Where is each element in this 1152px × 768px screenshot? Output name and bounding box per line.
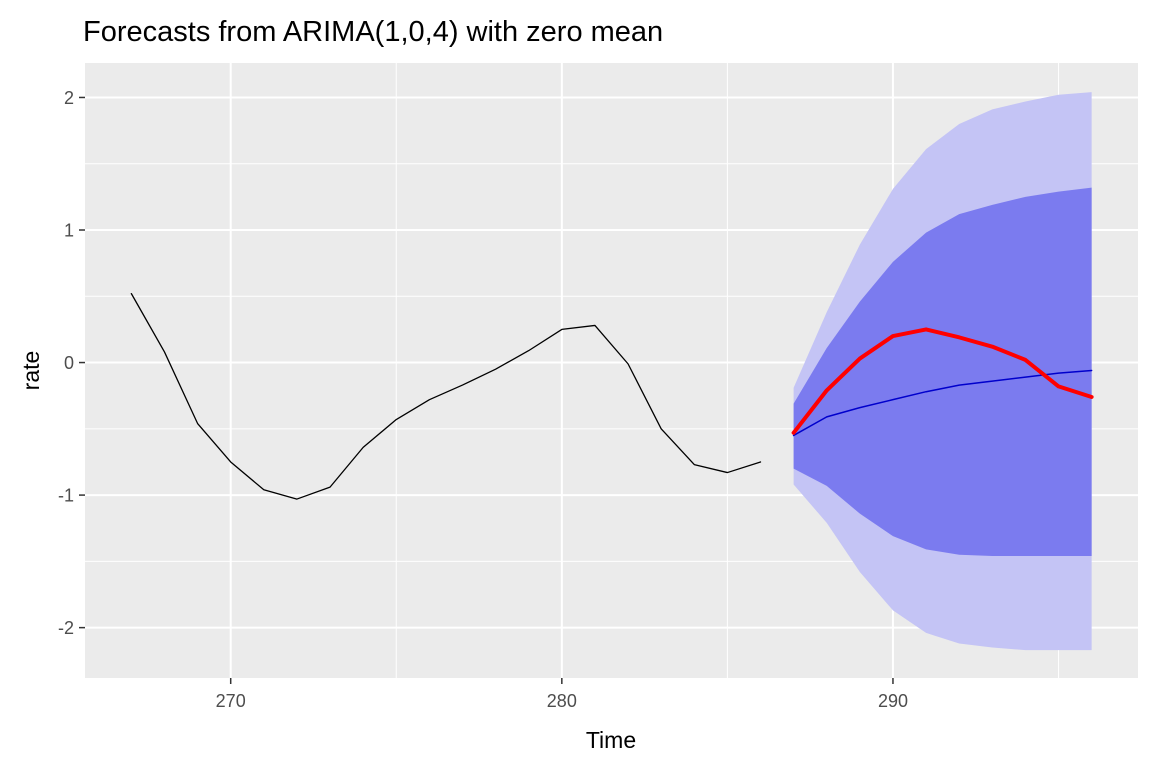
y-tick-label: -2 (58, 618, 74, 638)
x-tick-label: 290 (878, 691, 908, 711)
x-tick-label: 270 (216, 691, 246, 711)
y-tick-label: 2 (64, 88, 74, 108)
series-line-observed (130, 292, 762, 500)
chart-title: Forecasts from ARIMA(1,0,4) with zero me… (83, 16, 663, 48)
y-tick-label: -1 (58, 486, 74, 506)
x-axis-title: Time (586, 727, 636, 753)
y-tick-label: 1 (64, 221, 74, 241)
x-tick-label: 280 (547, 691, 577, 711)
prediction-intervals (793, 92, 1092, 651)
x-axis: 270 280 290 (216, 678, 908, 711)
y-tick-label: 0 (64, 353, 74, 373)
series-line-red-line (791, 327, 1094, 435)
y-axis: -2 -1 0 1 2 (58, 88, 85, 638)
y-axis-title: rate (18, 351, 44, 391)
series-lines (130, 292, 1094, 500)
interval-band-80 (793, 187, 1092, 557)
